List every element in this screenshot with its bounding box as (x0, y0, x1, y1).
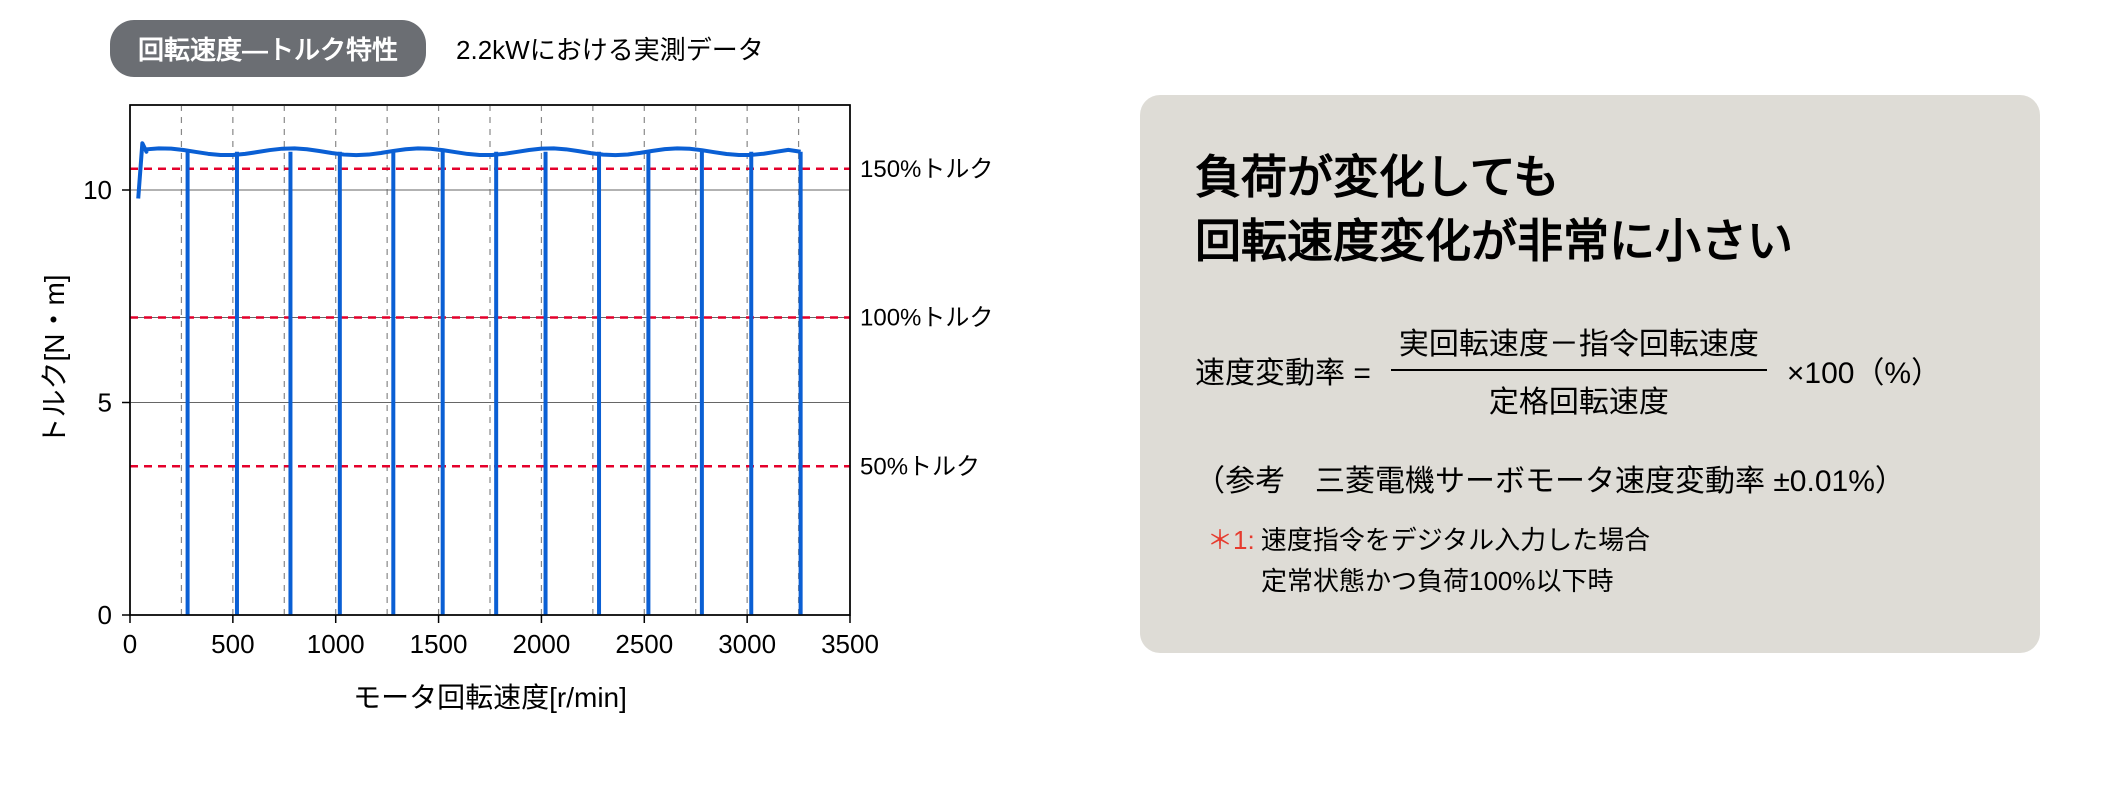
footnote-line1: 速度指令をデジタル入力した場合 (1261, 525, 1650, 555)
svg-text:150%トルク: 150%トルク (860, 156, 993, 183)
svg-text:5: 5 (98, 388, 112, 418)
info-box: 負荷が変化しても 回転速度変化が非常に小さい 速度変動率 = 実回転速度－指令回… (1140, 95, 2040, 653)
formula-fraction: 実回転速度－指令回転速度 定格回転速度 (1391, 319, 1767, 421)
chart-subtitle: 2.2kWにおける実測データ (456, 30, 764, 67)
svg-text:3000: 3000 (718, 629, 776, 659)
svg-text:100%トルク: 100%トルク (860, 305, 993, 332)
svg-text:3500: 3500 (821, 629, 879, 659)
formula-numerator: 実回転速度－指令回転速度 (1391, 319, 1767, 371)
footnote: ＊1:速度指令をデジタル入力した場合 定常状態かつ負荷100%以下時 (1195, 520, 1990, 603)
svg-text:トルク[N・m]: トルク[N・m] (40, 274, 70, 445)
svg-text:0: 0 (98, 600, 112, 630)
formula: 速度変動率 = 実回転速度－指令回転速度 定格回転速度 ×100（%） (1195, 319, 1990, 421)
svg-text:500: 500 (211, 629, 254, 659)
svg-text:1500: 1500 (410, 629, 468, 659)
chart-title-badge: 回転速度―トルク特性 (110, 20, 426, 77)
formula-label: 速度変動率 = (1195, 348, 1371, 392)
svg-text:1000: 1000 (307, 629, 365, 659)
footnote-line2: 定常状態かつ負荷100%以下時 (1207, 561, 1990, 603)
torque-speed-chart: 150%トルク 100%トルク 50%トルク 0 500 1000 1500 2000 2500… (40, 85, 1000, 725)
svg-text:50%トルク: 50%トルク (860, 453, 980, 480)
svg-text:モータ回転速度[r/min]: モータ回転速度[r/min] (353, 682, 627, 713)
svg-text:0: 0 (123, 629, 137, 659)
left-panel: 回転速度―トルク特性 2.2kWにおける実測データ 150%トルク 100%トルク… (40, 20, 1020, 725)
svg-text:10: 10 (83, 175, 112, 205)
svg-text:2500: 2500 (615, 629, 673, 659)
info-heading: 負荷が変化しても 回転速度変化が非常に小さい (1195, 145, 1990, 274)
footnote-marker: ＊1: (1207, 525, 1255, 555)
svg-text:2000: 2000 (513, 629, 571, 659)
formula-denominator: 定格回転速度 (1489, 371, 1669, 421)
formula-tail: ×100（%） (1787, 348, 1941, 392)
reference-text: （参考 三菱電機サーボモータ速度変動率 ±0.01%） (1195, 456, 1990, 500)
